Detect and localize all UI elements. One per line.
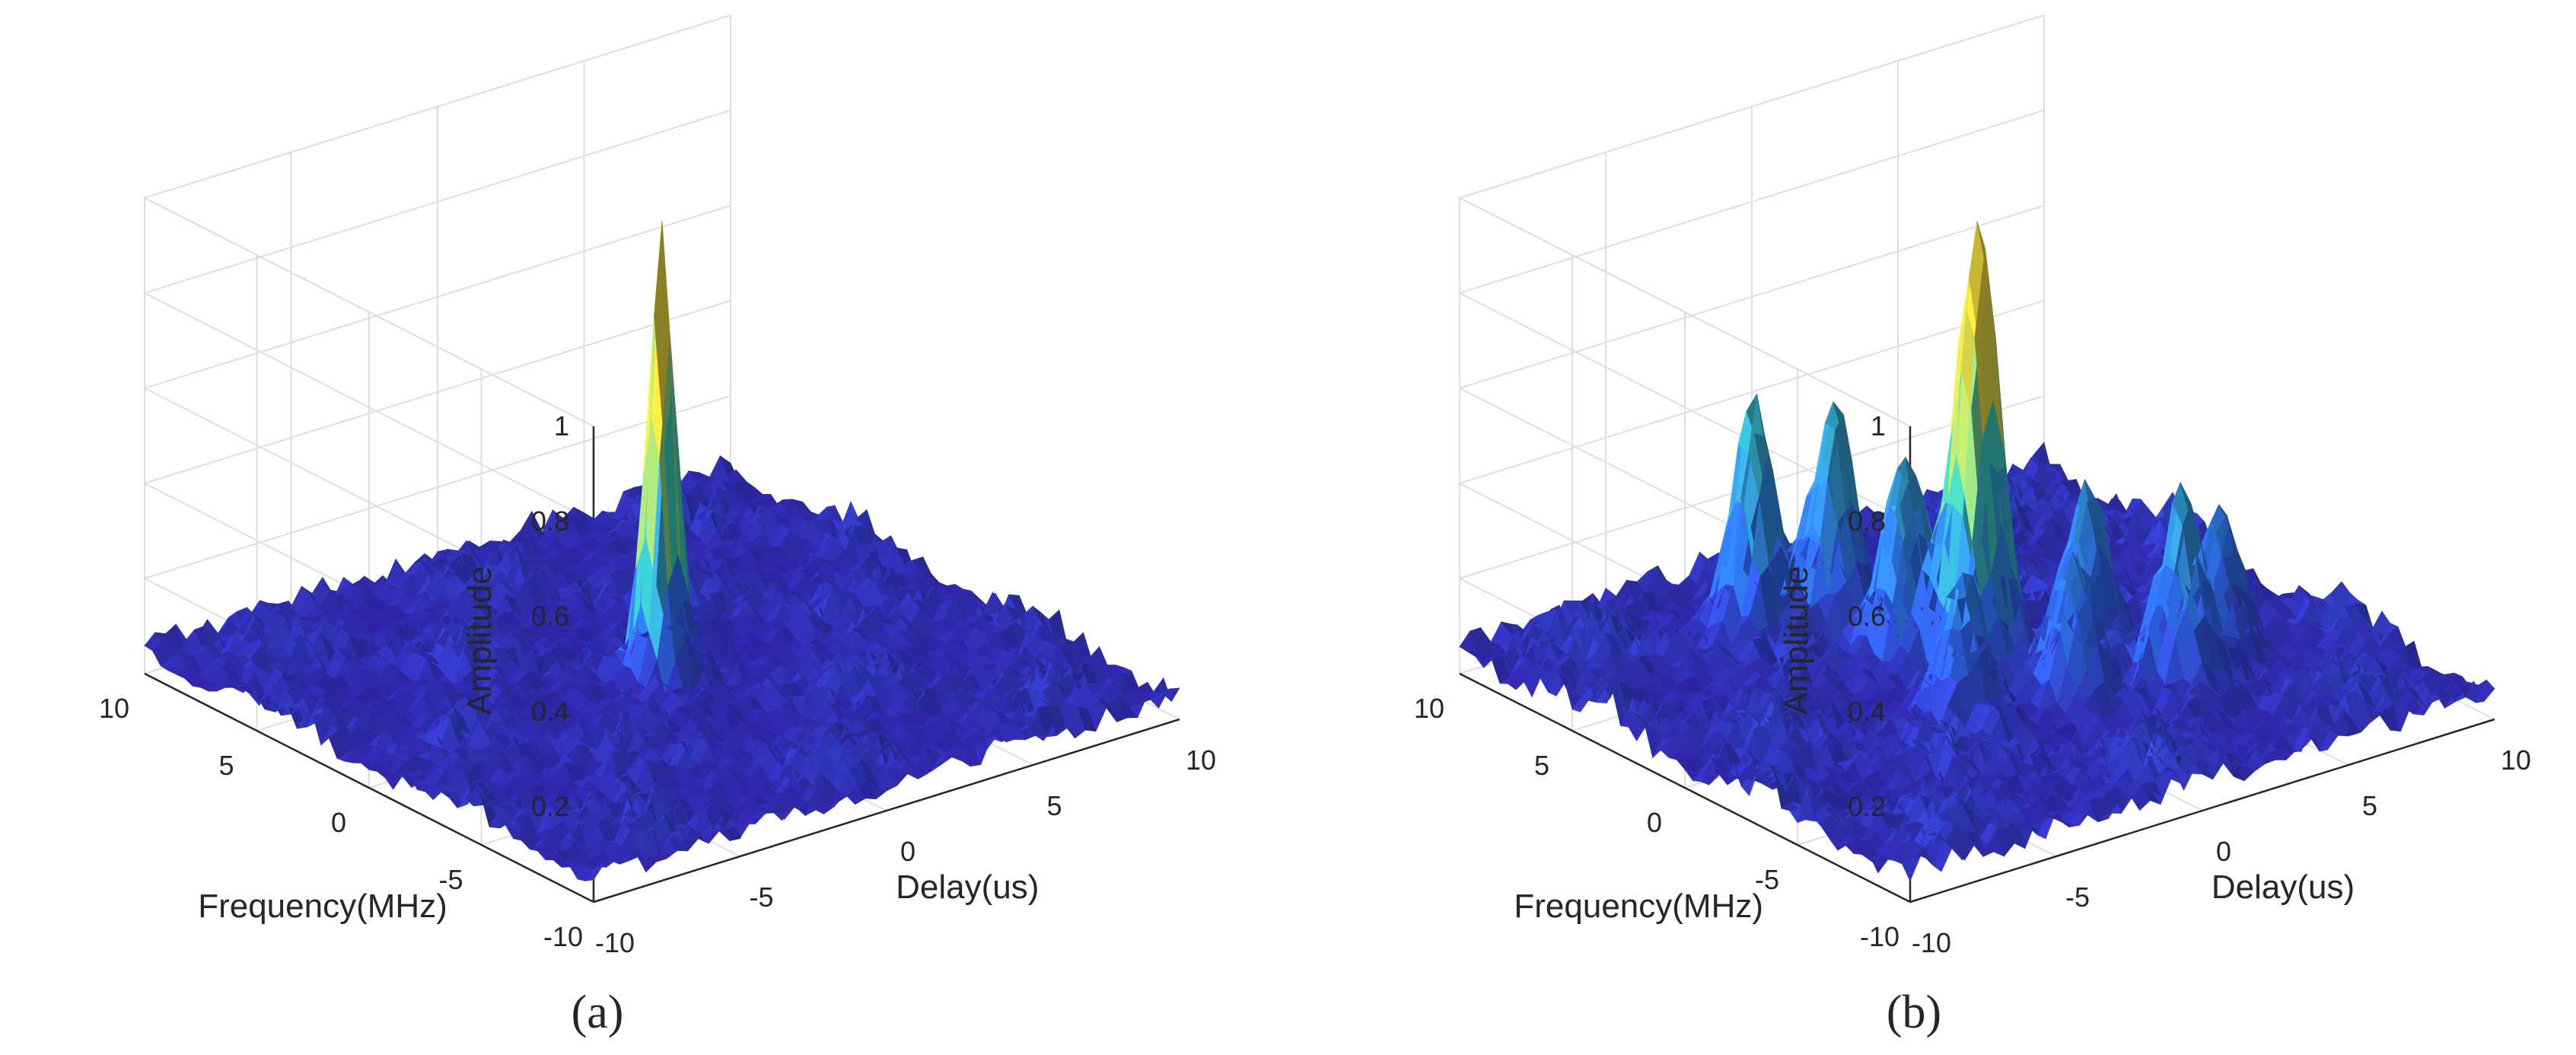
z-tick-label: 0.6 <box>531 601 569 632</box>
z-axis-label: Amplitude <box>461 566 498 715</box>
y-tick-label: 10 <box>99 693 129 724</box>
x-tick-label: -10 <box>595 927 635 958</box>
y-tick-label: 0 <box>331 807 346 838</box>
y-tick-label: 5 <box>218 750 234 781</box>
x-tick-label: 5 <box>1046 790 1062 821</box>
z-tick-label: 1 <box>554 410 569 441</box>
z-tick-label: 0.4 <box>531 696 569 727</box>
z-tick-label: 0.2 <box>531 791 569 822</box>
x-tick-label: -5 <box>749 881 773 913</box>
surface-plot <box>145 221 1180 881</box>
surface-plot <box>1460 222 2495 881</box>
x-axis-label: Delay(us) <box>896 869 1039 906</box>
y-axis-label: Frequency(MHz) <box>198 888 447 925</box>
x-tick-label: 10 <box>1186 744 1216 776</box>
y-tick-label: -10 <box>543 921 583 952</box>
panel-caption: (a) <box>572 986 624 1038</box>
x-tick-label: 0 <box>900 836 915 867</box>
z-tick-label: 0.8 <box>531 505 569 537</box>
